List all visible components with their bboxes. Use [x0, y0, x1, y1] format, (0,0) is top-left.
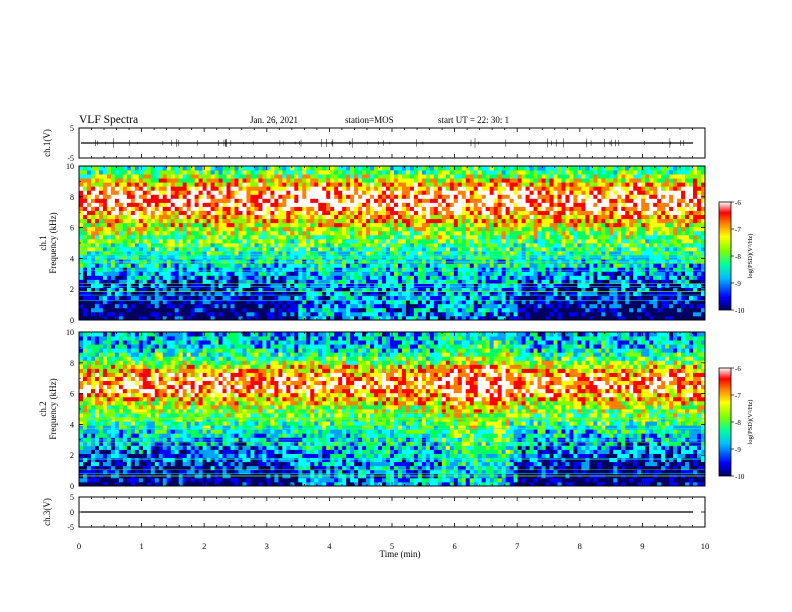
ch1-spectrogram-panel: 10 8 6 4 2 0	[66, 162, 706, 325]
colorbar-gradient	[718, 367, 732, 477]
colorbar-tick-label: -8	[735, 419, 741, 427]
station-label: station=MOS	[345, 115, 394, 125]
start-time-label: start UT = 22: 30: 1	[438, 115, 509, 125]
ch2-spectrogram-ytick-label: 10	[66, 328, 74, 337]
ch1-colorbar: -6 -7 -8 -9 -10 log(PSD)(V²/Hz)	[718, 199, 754, 315]
ch2-spectrogram-ytick-label: 8	[70, 359, 74, 368]
x-tick-label: 7	[515, 541, 519, 551]
x-tick-label: 6	[452, 541, 456, 551]
colorbar-tick-label: -10	[735, 473, 745, 481]
colorbar-tick-label: -10	[735, 307, 745, 315]
ch3-waveform-ylabel: ch.3(V)	[42, 498, 52, 526]
ch3-waveform-panel: 5 0 -5	[67, 493, 706, 532]
colorbar-label: log(PSD)(V²/Hz)	[747, 234, 754, 279]
x-tick-label: 8	[578, 541, 582, 551]
ch2-spectrogram-ytick-label: 4	[70, 420, 74, 429]
ch1-spectrogram-ytick-label: 4	[70, 254, 74, 263]
ch2-spectrogram-panel: 10 8 6 4 2 0	[66, 328, 706, 491]
ch1-spectrogram-ytick-label: 2	[70, 285, 74, 294]
colorbar-tick-label: -6	[735, 199, 741, 207]
ch1-spectrogram-ylabel-freq: Frequency (kHz)	[48, 212, 58, 273]
x-tick-label: 5	[390, 541, 394, 551]
ch1-waveform-ylabel: ch.1(V)	[42, 129, 52, 157]
x-tick-label: 10	[701, 541, 710, 551]
ch2-spectrogram-ytick-label: 6	[70, 390, 74, 399]
ch2-spectrogram-ylabel-channel: ch.2	[38, 401, 48, 416]
ch3-waveform-ytick-label: 0	[70, 508, 74, 517]
ch2-colorbar: -6 -7 -8 -9 -10 log(PSD)(V²/Hz)	[718, 365, 754, 481]
x-tick-label: 0	[77, 541, 81, 551]
figure-title: VLF Spectra	[79, 114, 138, 126]
x-tick-label: 1	[139, 541, 143, 551]
colorbar-tick-label: -9	[735, 446, 741, 454]
colorbar-label: log(PSD)(V²/Hz)	[747, 400, 754, 445]
ch2-spectrogram-ylabel-freq: Frequency (kHz)	[48, 378, 58, 439]
x-tick-label: 2	[202, 541, 206, 551]
x-tick-label: 9	[640, 541, 644, 551]
colorbar-gradient	[718, 201, 732, 311]
ch2-spectrogram-ytick-label: 0	[70, 482, 74, 491]
x-tick-label: 4	[327, 541, 332, 551]
colorbar-tick-label: -8	[735, 253, 741, 261]
colorbar-tick-label: -7	[735, 392, 741, 400]
time-axis: 0 1 2 3 4 5 6 7 8 9 10	[77, 541, 709, 551]
ch1-spectrogram-ylabel-channel: ch.1	[38, 235, 48, 250]
ch2-spectrogram-image	[79, 332, 705, 486]
colorbar-tick-label: -6	[735, 365, 741, 373]
date-label: Jan. 26, 2021	[250, 115, 298, 125]
ch1-waveform-ytick-label: -5	[67, 154, 74, 163]
x-tick-label: 3	[265, 541, 269, 551]
ch1-spectrogram-ytick-label: 0	[70, 316, 74, 325]
x-axis-label: Time (min)	[380, 549, 421, 559]
ch2-spectrogram-ytick-label: 2	[70, 451, 74, 460]
ch1-spectrogram-ytick-label: 10	[66, 162, 74, 171]
ch3-waveform-ytick-label: 5	[70, 493, 74, 502]
ch1-waveform-panel: 5 -5	[67, 124, 706, 163]
colorbar-tick-label: -9	[735, 280, 741, 288]
ch1-waveform-ytick-label: 5	[70, 124, 74, 133]
colorbar-tick-label: -7	[735, 226, 741, 234]
ch1-spectrogram-ytick-label: 6	[70, 224, 74, 233]
ch1-spectrogram-image	[79, 166, 705, 320]
ch3-waveform-ytick-label: -5	[67, 523, 74, 532]
ch1-spectrogram-ytick-label: 8	[70, 193, 74, 202]
